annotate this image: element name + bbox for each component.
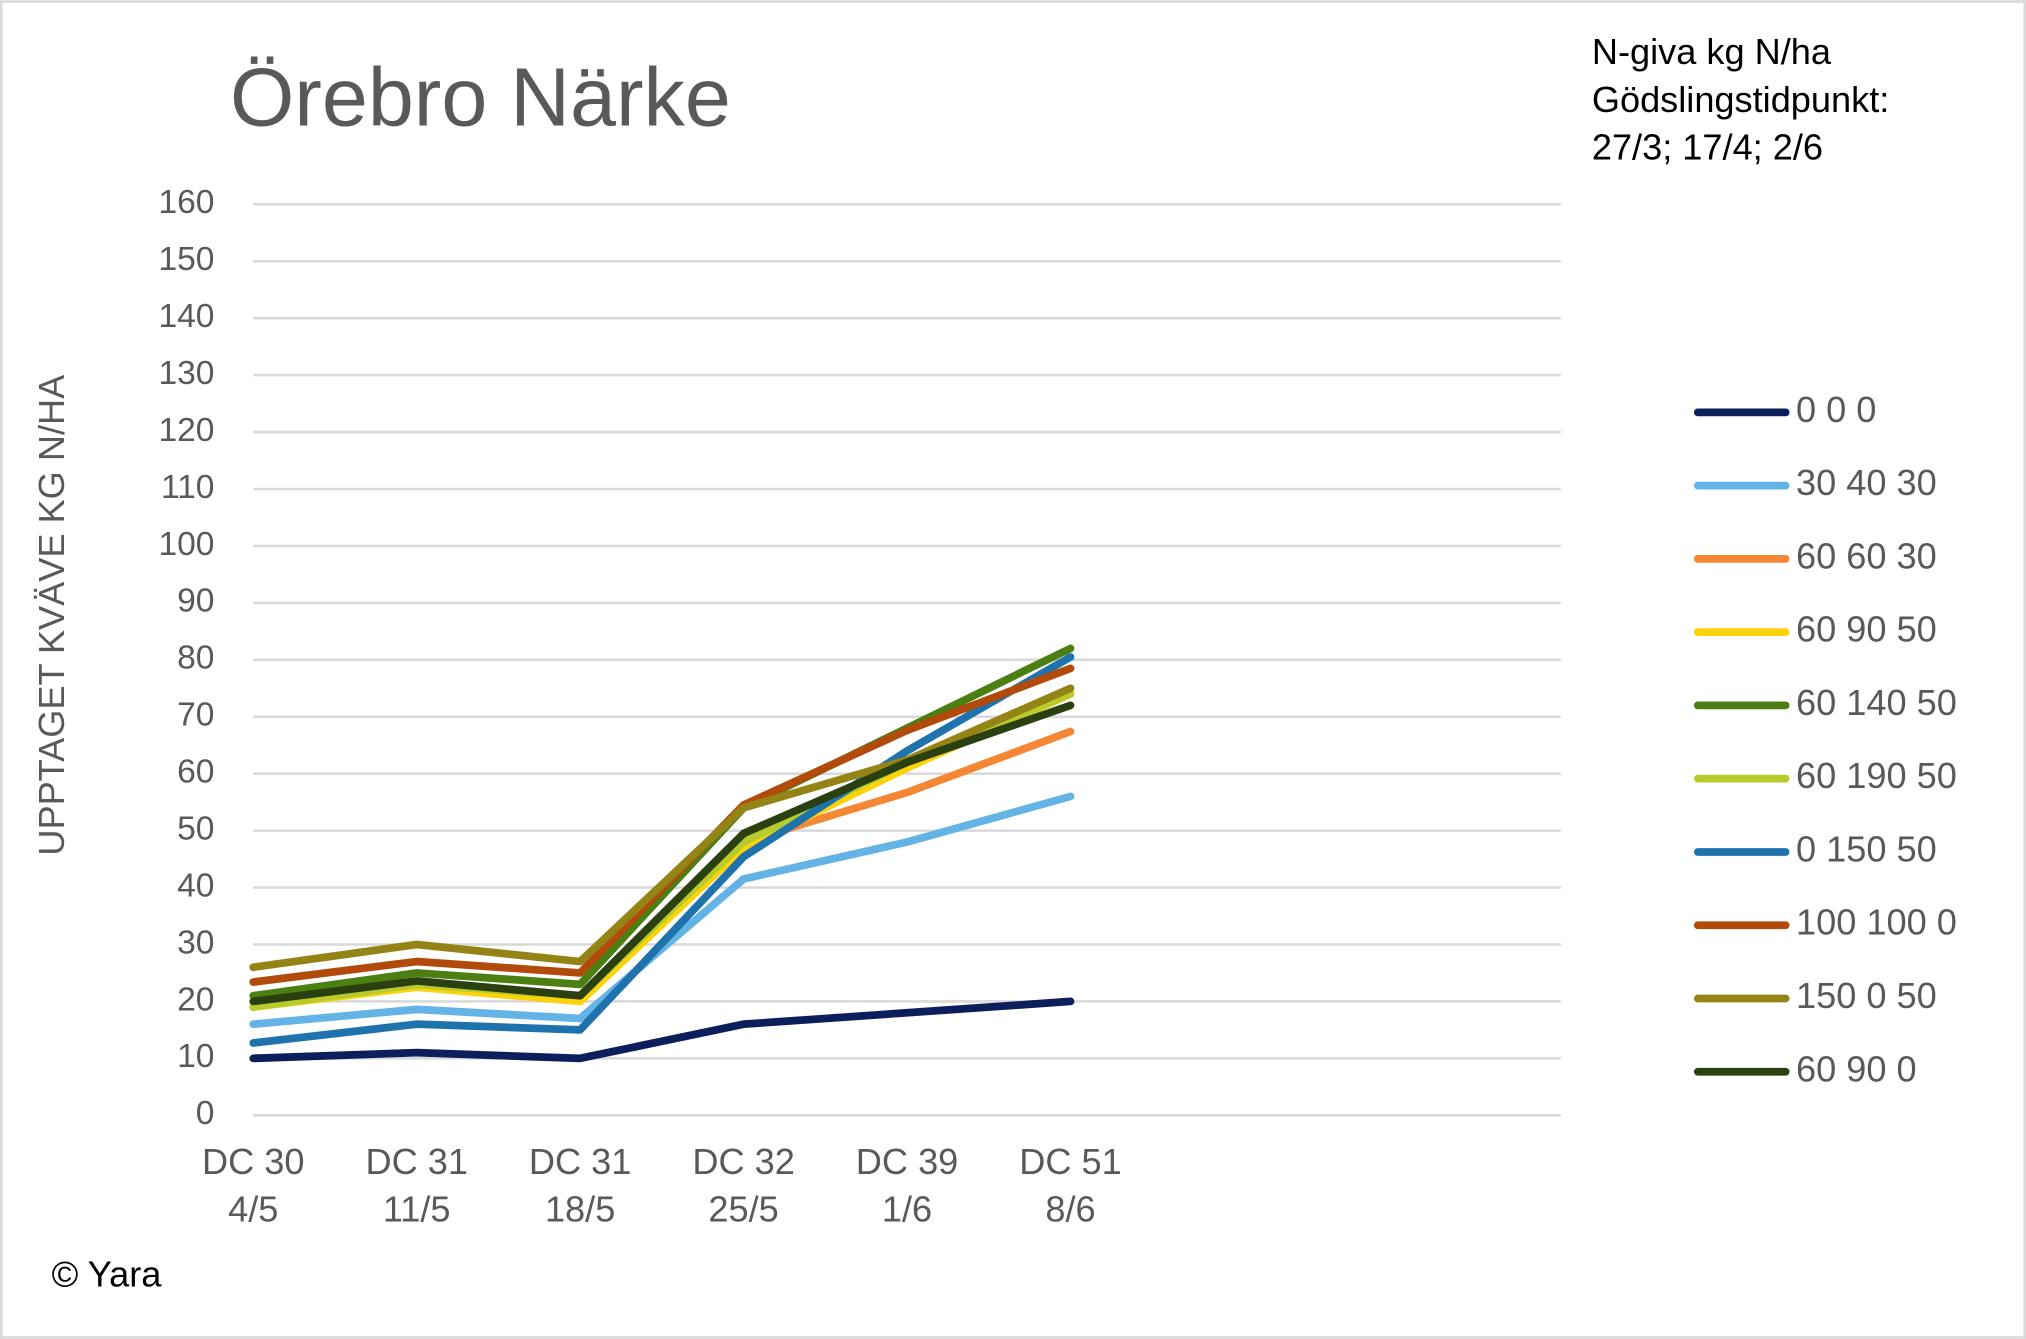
legend-label: 60 60 30 bbox=[1796, 535, 1937, 576]
y-tick-label: 0 bbox=[196, 1095, 215, 1132]
y-tick-label: 60 bbox=[177, 754, 214, 791]
y-tick-label: 30 bbox=[177, 924, 214, 961]
x-tick-label: DC 32 bbox=[692, 1141, 794, 1182]
x-tick-label: 8/6 bbox=[1045, 1189, 1095, 1230]
annotation: N-giva kg N/ha bbox=[1592, 31, 1832, 72]
y-tick-label: 80 bbox=[177, 640, 214, 677]
annotation: 27/3; 17/4; 2/6 bbox=[1592, 127, 1823, 168]
legend-label: 30 40 30 bbox=[1796, 462, 1937, 503]
series-line bbox=[249, 684, 1075, 972]
y-tick-label: 100 bbox=[158, 526, 214, 563]
x-tick-label: 25/5 bbox=[708, 1189, 778, 1230]
legend-label: 150 0 50 bbox=[1796, 975, 1937, 1016]
x-tick-label: DC 39 bbox=[856, 1141, 958, 1182]
x-tick-label: 4/5 bbox=[228, 1189, 278, 1230]
legend-label: 60 90 50 bbox=[1796, 609, 1937, 650]
y-tick-label: 150 bbox=[158, 241, 214, 278]
y-tick-label: 50 bbox=[177, 810, 214, 847]
y-tick-label: 130 bbox=[158, 355, 214, 392]
series-line bbox=[249, 701, 1075, 1006]
annotation: Gödslingstidpunkt: bbox=[1592, 79, 1889, 120]
legend-label: 100 100 0 bbox=[1796, 902, 1957, 943]
series-line bbox=[249, 997, 1075, 1063]
y-axis-label: UPPTAGET KVÄVE KG N/HA bbox=[31, 374, 72, 856]
y-tick-label: 110 bbox=[161, 469, 215, 506]
series-line bbox=[249, 644, 1075, 1000]
x-tick-label: DC 30 bbox=[202, 1141, 304, 1182]
y-tick-label: 140 bbox=[158, 298, 214, 335]
x-tick-label: 1/6 bbox=[882, 1189, 932, 1230]
y-tick-label: 70 bbox=[177, 697, 214, 734]
y-tick-label: 10 bbox=[177, 1038, 214, 1075]
legend-label: 60 140 50 bbox=[1796, 682, 1957, 723]
chart-title: Örebro Närke bbox=[230, 50, 731, 143]
legend-label: 60 190 50 bbox=[1796, 755, 1957, 796]
y-tick-label: 20 bbox=[177, 981, 214, 1018]
x-tick-label: DC 31 bbox=[529, 1141, 631, 1182]
legend-label: 0 0 0 bbox=[1796, 389, 1876, 430]
y-tick-label: 160 bbox=[158, 184, 214, 221]
y-tick-label: 90 bbox=[177, 583, 214, 620]
x-tick-label: 18/5 bbox=[545, 1189, 615, 1230]
y-tick-label: 40 bbox=[177, 867, 214, 904]
x-tick-label: 11/5 bbox=[383, 1189, 451, 1230]
series-line bbox=[249, 653, 1075, 1047]
x-tick-label: DC 31 bbox=[365, 1141, 467, 1182]
legend-label: 60 90 0 bbox=[1796, 1048, 1917, 1089]
x-tick-label: DC 51 bbox=[1019, 1141, 1121, 1182]
legend-label: 0 150 50 bbox=[1796, 828, 1937, 869]
y-tick-label: 120 bbox=[158, 412, 214, 449]
source: © Yara bbox=[52, 1253, 163, 1294]
